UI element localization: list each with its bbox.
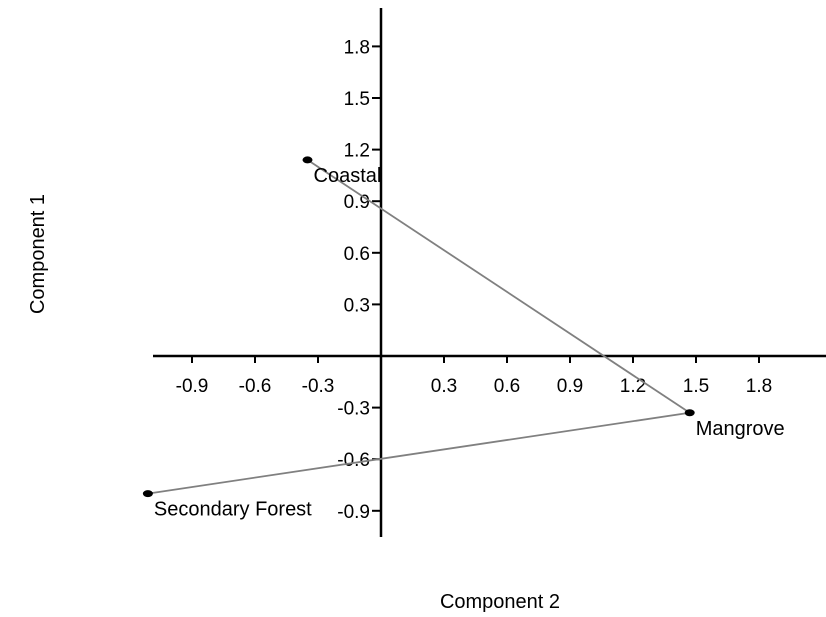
- connector-line: [147, 411, 690, 495]
- x-tick-label: -0.9: [176, 376, 209, 397]
- point-label-mangrove: Mangrove: [696, 418, 785, 440]
- y-tick-label: -0.9: [337, 502, 370, 523]
- y-tick-label: 0.9: [344, 192, 370, 213]
- point-coastal: [302, 156, 313, 164]
- x-tick-label: 1.2: [620, 376, 646, 397]
- x-tick-label: 1.8: [746, 376, 772, 397]
- axes: [153, 8, 826, 537]
- x-axis-title: Component 2: [440, 591, 560, 613]
- y-tick-label: 1.8: [344, 37, 370, 58]
- x-tick-label: -0.3: [302, 376, 335, 397]
- x-tick-label: 1.5: [683, 376, 709, 397]
- y-tick-label: -0.3: [337, 399, 370, 420]
- point-mangrove: [684, 409, 695, 417]
- x-tick-label: 0.3: [431, 376, 457, 397]
- point-label-coastal: Coastal: [314, 165, 382, 187]
- x-tick-label: -0.6: [239, 376, 272, 397]
- point-secondary-forest: [142, 490, 153, 498]
- y-tick-label: 1.5: [344, 89, 370, 110]
- y-tick-label: 0.3: [344, 295, 370, 316]
- data-points: Coastal Mangrove Secondary Forest: [142, 156, 785, 521]
- x-tick-label: 0.9: [557, 376, 583, 397]
- y-tick-label: 0.6: [344, 244, 370, 265]
- connector-line: [307, 159, 691, 414]
- connector-lines: [147, 159, 691, 495]
- ticks: -0.9 -0.6 -0.3 0.3 0.6 0.9 1.2 1.5 1.8 -0.9 -0.6 -0…: [176, 37, 773, 522]
- point-label-secondary-forest: Secondary Forest: [154, 499, 312, 521]
- x-tick-label: 0.6: [494, 376, 520, 397]
- y-tick-label: 1.2: [344, 141, 370, 162]
- y-axis-title: Component 1: [27, 194, 49, 314]
- y-tick-label: -0.6: [337, 450, 370, 471]
